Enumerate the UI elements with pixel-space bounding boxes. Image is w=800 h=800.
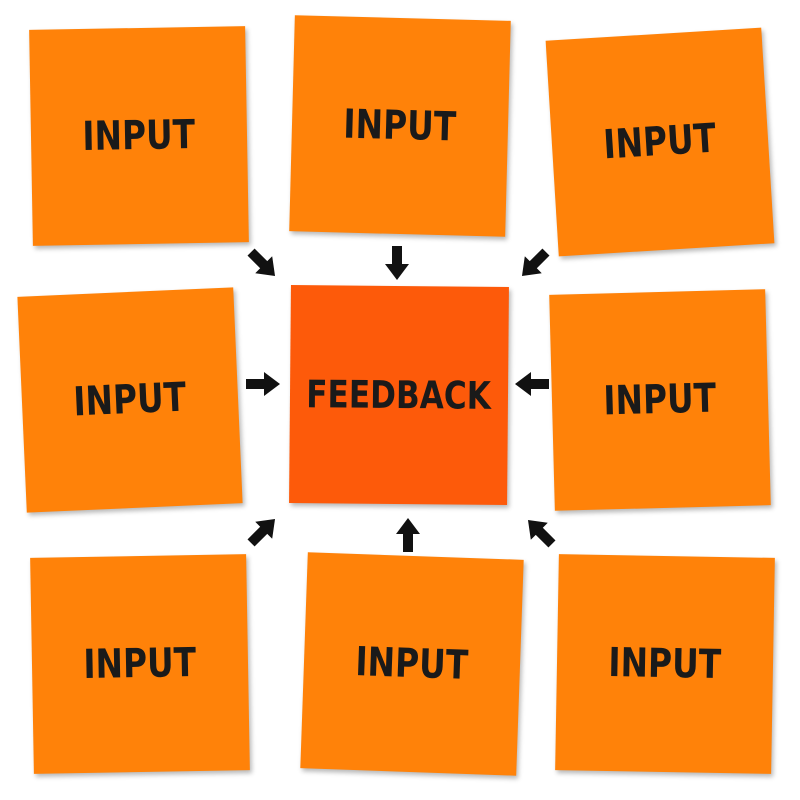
input-note-top-center: INPUT (289, 15, 511, 237)
input-label: INPUT (343, 101, 457, 151)
arrow-icon (519, 511, 560, 552)
arrow-icon (396, 518, 420, 552)
input-label: INPUT (354, 639, 470, 689)
input-note-bottom-right: INPUT (555, 554, 775, 774)
arrow-icon (513, 243, 554, 284)
arrow-icon (246, 372, 280, 396)
input-label: INPUT (603, 375, 717, 425)
input-note-middle-right: INPUT (549, 289, 771, 511)
input-note-bottom-center: INPUT (300, 552, 524, 776)
input-note-top-left: INPUT (29, 26, 249, 246)
input-label: INPUT (72, 374, 188, 426)
arrow-icon (242, 243, 283, 284)
input-note-top-right: INPUT (545, 27, 775, 257)
input-label: INPUT (602, 115, 718, 169)
arrow-icon (515, 372, 549, 396)
input-note-bottom-left: INPUT (30, 554, 250, 774)
input-label: INPUT (82, 112, 196, 160)
arrow-icon (385, 246, 409, 280)
input-label: INPUT (83, 640, 197, 688)
arrow-icon (242, 510, 283, 551)
feedback-label: FEEDBACK (306, 372, 492, 418)
input-label: INPUT (608, 640, 722, 688)
feedback-note: FEEDBACK (289, 285, 509, 505)
input-note-middle-left: INPUT (17, 287, 243, 513)
